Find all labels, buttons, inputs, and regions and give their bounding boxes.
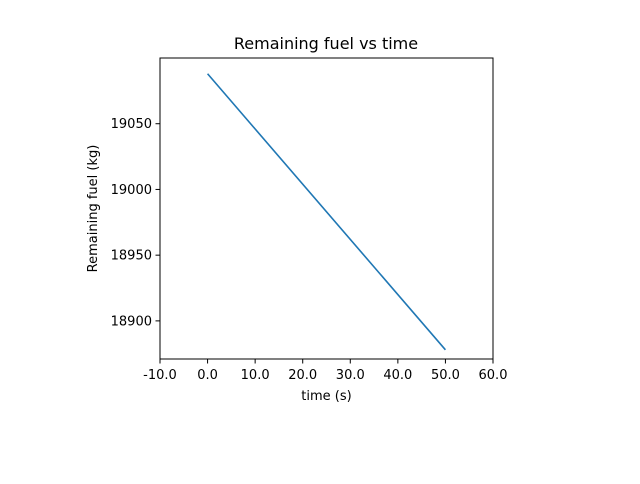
plot-area <box>206 73 447 351</box>
x-tick-label: 30.0 <box>336 368 365 383</box>
y-axis-label: Remaining fuel (kg) <box>86 145 101 273</box>
x-tick-label: 0.0 <box>197 368 218 383</box>
x-tick-label: 50.0 <box>431 368 460 383</box>
x-tick-label: 60.0 <box>479 368 508 383</box>
x-axis-label: time (s) <box>301 389 351 404</box>
y-tick-label: 19050 <box>111 117 152 132</box>
chart-title: Remaining fuel vs time <box>234 34 418 53</box>
x-axis-ticks: -10.0 0.0 10.0 20.0 30.0 40.0 50.0 60.0 <box>143 359 507 383</box>
y-tick-label: 18950 <box>111 249 152 264</box>
fuel-series-line <box>206 73 447 351</box>
y-tick-label: 18900 <box>111 314 152 329</box>
x-tick-label: -10.0 <box>143 368 177 383</box>
x-tick-label: 10.0 <box>241 368 270 383</box>
y-axis-ticks: 18900 18950 19000 19050 <box>111 117 160 329</box>
axes-frame <box>159 57 494 360</box>
x-tick-label: 20.0 <box>288 368 317 383</box>
y-tick-label: 19000 <box>111 183 152 198</box>
x-tick-label: 40.0 <box>383 368 412 383</box>
